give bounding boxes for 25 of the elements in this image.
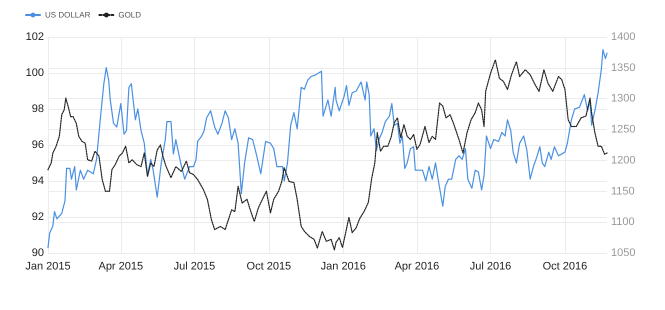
y-tick-label: 98 (32, 103, 44, 115)
y-tick-label: 96 (32, 139, 44, 151)
legend-label: GOLD (118, 10, 142, 20)
x-tick-label: Jul 2016 (470, 260, 512, 272)
y2-tick-label: 1150 (611, 185, 635, 198)
x-tick-label: Jul 2015 (174, 260, 216, 272)
y-tick-label: 94 (32, 175, 44, 187)
y2-tick-label: 1100 (611, 216, 635, 228)
y2-tick-label: 1400 (611, 31, 636, 43)
x-tick-label: Jan 2015 (25, 260, 71, 272)
y2-tick-label: 1200 (611, 154, 636, 166)
x-tick-label: Oct 2015 (246, 260, 292, 272)
x-tick-label: Jan 2016 (320, 260, 366, 272)
y-tick-label: 100 (26, 67, 44, 79)
y2-tick-label: 1300 (611, 92, 636, 105)
y2-tick-label: 1350 (611, 62, 636, 74)
legend-label: US DOLLAR (45, 10, 91, 20)
x-tick-label: Apr 2016 (394, 260, 440, 272)
y2-tick-label: 1050 (611, 247, 636, 259)
y-tick-label: 102 (26, 31, 44, 43)
y-tick-label: 90 (32, 247, 44, 259)
y-tick-label: 92 (32, 211, 44, 223)
x-tick-label: Oct 2016 (542, 260, 588, 272)
y2-tick-label: 1250 (611, 124, 636, 136)
x-tick-label: Apr 2015 (98, 260, 144, 272)
